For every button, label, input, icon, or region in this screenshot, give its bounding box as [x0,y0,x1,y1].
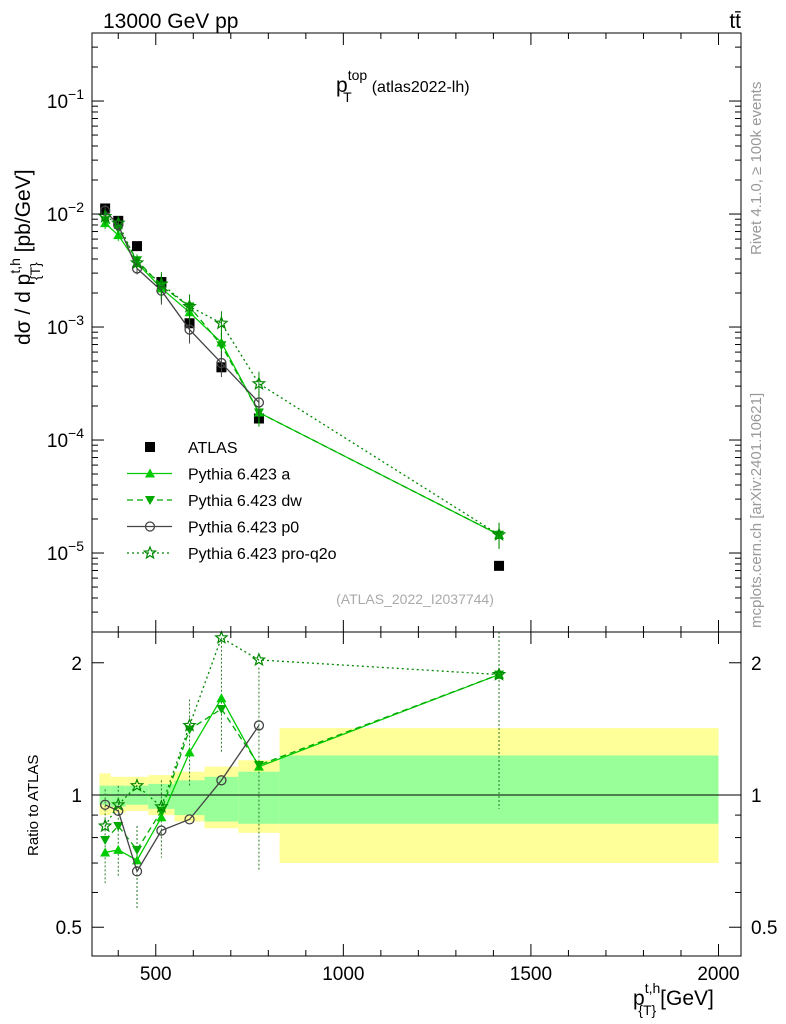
ratio-point-pythia_pro [491,666,507,681]
x-tick-label: 1500 [510,964,552,985]
legend-label-pythia_a: Pythia 6.423 a [188,467,290,484]
ratio-band-inner [204,776,239,822]
chart-title: ptop T(atlas2022-lh) [336,67,470,105]
ratio-y-tick-label-right: 1 [751,786,762,807]
ratio-line-pythia_p0 [104,725,260,873]
ratio-point-pythia_pro [129,778,145,792]
ratio-point-pythia_dw [100,835,111,845]
data-point-pythia_pro [129,255,145,270]
y-tick-label: 10−3 [47,312,84,339]
ratio-point-pythia_a [100,847,111,857]
ratio-y-tick-label-right: 0.5 [751,918,777,939]
ratio-ylabel: Ratio to ATLAS [25,755,42,856]
mcplots-label: mcplots.cern.ch [arXiv:2401.10621] [748,393,765,628]
series-line-pythia_a [104,222,500,536]
ratio-point-pythia_p0 [253,720,265,731]
energy-label: 13000 GeV pp [103,10,238,33]
process-label: tt̄ [729,10,741,33]
y-tick-label: 10−1 [47,86,84,113]
ratio-point-pythia_pro [111,797,126,811]
ratio-line-pythia_dw [104,673,500,852]
ratio-y-tick-label-right: 2 [751,654,762,675]
x-tick-label: 500 [140,964,172,985]
ratio-point-pythia_p0 [131,866,143,877]
ratio-point-pythia_pro [251,652,267,667]
legend-label-pythia_dw: Pythia 6.423 dw [188,493,302,510]
ratio-point-pythia_a [216,693,227,703]
ratio-point-pythia_p0 [216,775,227,786]
x-tick-label: 2000 [697,964,739,985]
legend-marker-atlas [145,442,155,452]
ratio-band-inner [110,785,126,807]
ratio-point-pythia_p0 [99,799,111,810]
data-point-pythia_pro [491,527,507,541]
x-tick-label: 1000 [322,964,364,985]
legend-marker-pythia_a [145,468,155,478]
ratio-point-pythia_a [184,747,195,757]
legend-marker-pythia_p0 [144,521,156,532]
y-tick-label: 10−5 [47,538,84,565]
y-tick-label: 10−2 [47,199,84,226]
data-point-pythia_p0 [184,324,195,335]
data-point-pythia_pro [182,298,197,313]
series-line-pythia_pro [104,215,500,536]
ratio-point-pythia_dw [216,704,227,714]
y-tick-label: 10−4 [47,425,84,452]
ratio-point-pythia_pro [154,799,169,814]
main-ylabel: dσ / d pt,h {T} [pb/GeV] [7,169,43,345]
ratio-point-pythia_pro [182,717,197,732]
ratio-point-pythia_p0 [184,814,195,825]
data-point-atlas [132,241,143,252]
x-axis-label: pt,h {T} [GeV] [633,980,714,1018]
legend-marker-pythia_pro [142,545,158,560]
data-point-pythia_pro [214,315,229,330]
data-point-pythia_pro [251,376,267,390]
ratio-y-tick-label: 2 [71,654,82,675]
data-point-pythia_pro [154,276,169,291]
data-point-pythia_p0 [216,357,227,369]
legend-marker-pythia_dw [145,496,155,505]
data-point-pythia_p0 [253,397,265,408]
data-point-pythia_dw [216,341,227,351]
data-point-pythia_pro [97,208,113,223]
analysis-id-label: (ATLAS_2022_I2037744) [336,591,494,607]
ratio-point-pythia_dw [253,761,264,771]
ratio-point-pythia_pro [214,630,229,644]
ratio-y-tick-label: 0.5 [56,918,82,939]
ratio-point-pythia_dw [113,821,124,831]
series-line-pythia_dw [104,219,500,536]
ratio-point-pythia_a [113,844,124,854]
ratio-point-pythia_a [156,812,167,822]
ratio-y-tick-label: 1 [71,786,82,807]
data-point-atlas [494,560,505,571]
ratio-point-pythia_pro [97,818,113,833]
ratio-frame [91,631,742,957]
data-point-pythia_pro [111,215,126,230]
ratio-point-pythia_p0 [156,825,167,836]
legend-label-pythia_p0: Pythia 6.423 p0 [188,520,299,537]
legend-label-atlas: ATLAS [188,440,238,457]
ratio-band-inner [174,780,205,816]
legend-label-pythia_pro: Pythia 6.423 pro-q2o [188,546,337,563]
ratio-point-pythia_dw [132,845,143,855]
rivet-version-label: Rivet 4.1.0, ≥ 100k events [748,82,765,255]
